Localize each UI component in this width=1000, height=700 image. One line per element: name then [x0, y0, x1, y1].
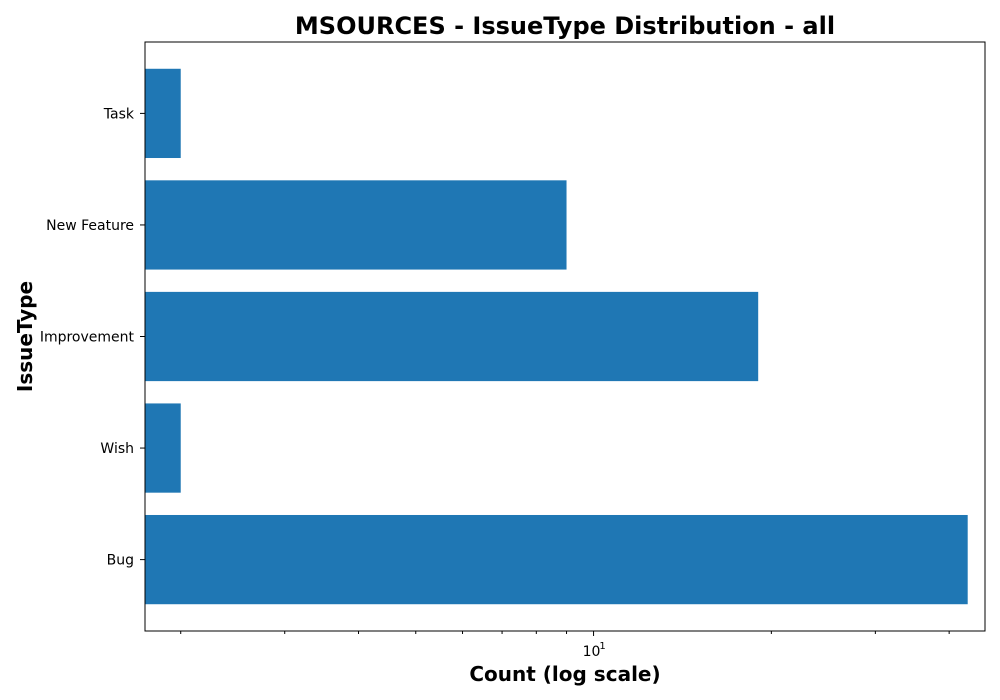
x-axis-label: Count (log scale) — [469, 662, 660, 686]
x-axis-ticks: 101 — [180, 631, 950, 660]
bars-group — [145, 68, 968, 605]
y-tick-label: Bug — [107, 553, 134, 569]
chart-title: MSOURCES - IssueType Distribution - all — [295, 12, 835, 40]
bar-bug — [145, 514, 968, 605]
bar-improvement — [145, 291, 759, 382]
y-tick-label: Wish — [100, 441, 134, 457]
bar-task — [145, 68, 181, 159]
y-tick-label: Task — [103, 106, 135, 122]
x-tick-label-exponent: 1 — [599, 641, 605, 652]
bar-wish — [145, 403, 181, 493]
y-axis-label: IssueType — [13, 281, 37, 392]
bar-new-feature — [145, 180, 567, 270]
y-axis-ticks: Bug Wish Improvement New Feature Task — [40, 106, 145, 569]
x-tick-label: 10 — [583, 644, 601, 660]
y-tick-label: New Feature — [46, 218, 134, 234]
y-tick-label: Improvement — [40, 330, 135, 346]
